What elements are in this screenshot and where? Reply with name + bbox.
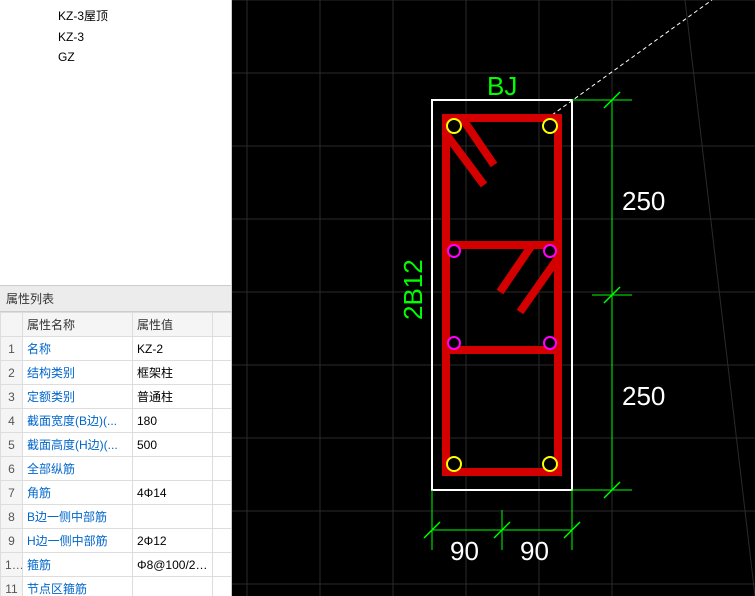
row-index: 7	[1, 481, 23, 505]
col-name: 属性名称	[23, 313, 133, 337]
corner-rebar	[543, 119, 557, 133]
dim-v2: 250	[622, 381, 665, 411]
table-row[interactable]: 2结构类别框架柱	[1, 361, 232, 385]
prop-extra	[213, 505, 232, 529]
row-index: 2	[1, 361, 23, 385]
tree-item[interactable]: KZ-3屋顶	[0, 4, 231, 27]
tree-item[interactable]: KZ-3	[0, 27, 231, 47]
prop-name: B边一侧中部筋	[23, 505, 133, 529]
prop-name: 截面高度(H边)(...	[23, 433, 133, 457]
tree-item[interactable]: GZ	[0, 47, 231, 67]
row-index: 9	[1, 529, 23, 553]
drawing-canvas[interactable]: 柱筋 BJ 2B12	[232, 0, 755, 596]
outer-stirrup	[446, 118, 558, 472]
inner-stirrup	[446, 245, 558, 350]
prop-value[interactable]: 普通柱	[133, 385, 213, 409]
corner-rebar	[447, 119, 461, 133]
prop-name: 结构类别	[23, 361, 133, 385]
dim-horizontal: 90 90	[424, 490, 580, 566]
table-row[interactable]: 1名称KZ-2	[1, 337, 232, 361]
table-header-row: 属性名称 属性值	[1, 313, 232, 337]
table-row[interactable]: 9H边一侧中部筋2Φ12	[1, 529, 232, 553]
prop-value[interactable]: KZ-2	[133, 337, 213, 361]
col-value: 属性值	[133, 313, 213, 337]
row-index: 1	[1, 337, 23, 361]
prop-value[interactable]	[133, 457, 213, 481]
prop-extra	[213, 457, 232, 481]
prop-value[interactable]: 2Φ12	[133, 529, 213, 553]
side-label: 2B12	[398, 259, 428, 320]
prop-name: 角筋	[23, 481, 133, 505]
prop-name: 截面宽度(B边)(...	[23, 409, 133, 433]
dim-v1: 250	[622, 186, 665, 216]
prop-value[interactable]	[133, 505, 213, 529]
row-index: 5	[1, 433, 23, 457]
mid-rebar	[448, 245, 460, 257]
top-right-label: 柱筋	[602, 0, 646, 3]
prop-value[interactable]: 框架柱	[133, 361, 213, 385]
dim-vertical: 250 250	[572, 92, 665, 498]
prop-extra	[213, 433, 232, 457]
row-index: 11	[1, 577, 23, 596]
properties-header: 属性列表	[0, 285, 231, 312]
tree-area: KZ-3屋顶 KZ-3 GZ	[0, 0, 231, 285]
row-index: 8	[1, 505, 23, 529]
left-panel: KZ-3屋顶 KZ-3 GZ 属性列表 属性名称 属性值 1名称KZ-22结构类…	[0, 0, 232, 596]
prop-name: 箍筋	[23, 553, 133, 577]
prop-extra	[213, 577, 232, 596]
prop-name: H边一侧中部筋	[23, 529, 133, 553]
table-row[interactable]: 8B边一侧中部筋	[1, 505, 232, 529]
prop-extra	[213, 481, 232, 505]
row-index: 3	[1, 385, 23, 409]
prop-value[interactable]: 180	[133, 409, 213, 433]
prop-name: 全部纵筋	[23, 457, 133, 481]
prop-extra	[213, 385, 232, 409]
table-row[interactable]: 6全部纵筋	[1, 457, 232, 481]
table-row[interactable]: 7角筋4Φ14	[1, 481, 232, 505]
prop-extra	[213, 337, 232, 361]
prop-value[interactable]: 4Φ14	[133, 481, 213, 505]
prop-extra	[213, 553, 232, 577]
corner-rebar	[447, 457, 461, 471]
row-index: 6	[1, 457, 23, 481]
mid-rebar	[544, 245, 556, 257]
prop-value[interactable]: 500	[133, 433, 213, 457]
prop-name: 名称	[23, 337, 133, 361]
row-index: 10	[1, 553, 23, 577]
col-idx	[1, 313, 23, 337]
prop-extra	[213, 361, 232, 385]
col-extra	[213, 313, 232, 337]
diagram-svg: 柱筋 BJ 2B12	[232, 0, 755, 596]
column-outline	[432, 100, 572, 490]
properties-table: 属性名称 属性值 1名称KZ-22结构类别框架柱3定额类别普通柱4截面宽度(B边…	[0, 312, 231, 596]
inner-hook	[500, 245, 532, 292]
corner-rebar	[543, 457, 557, 471]
prop-extra	[213, 409, 232, 433]
prop-name: 定额类别	[23, 385, 133, 409]
table-row[interactable]: 3定额类别普通柱	[1, 385, 232, 409]
table-row[interactable]: 11节点区箍筋	[1, 577, 232, 596]
row-index: 4	[1, 409, 23, 433]
table-row[interactable]: 4截面宽度(B边)(...180	[1, 409, 232, 433]
table-row[interactable]: 10箍筋Φ8@100/200	[1, 553, 232, 577]
leader-line	[552, 0, 712, 115]
top-label: BJ	[487, 71, 517, 101]
dim-h2: 90	[520, 536, 549, 566]
mid-rebar	[448, 337, 460, 349]
prop-name: 节点区箍筋	[23, 577, 133, 596]
prop-value[interactable]	[133, 577, 213, 596]
mid-rebar	[544, 337, 556, 349]
dim-h1: 90	[450, 536, 479, 566]
table-row[interactable]: 5截面高度(H边)(...500	[1, 433, 232, 457]
prop-extra	[213, 529, 232, 553]
prop-value[interactable]: Φ8@100/200	[133, 553, 213, 577]
